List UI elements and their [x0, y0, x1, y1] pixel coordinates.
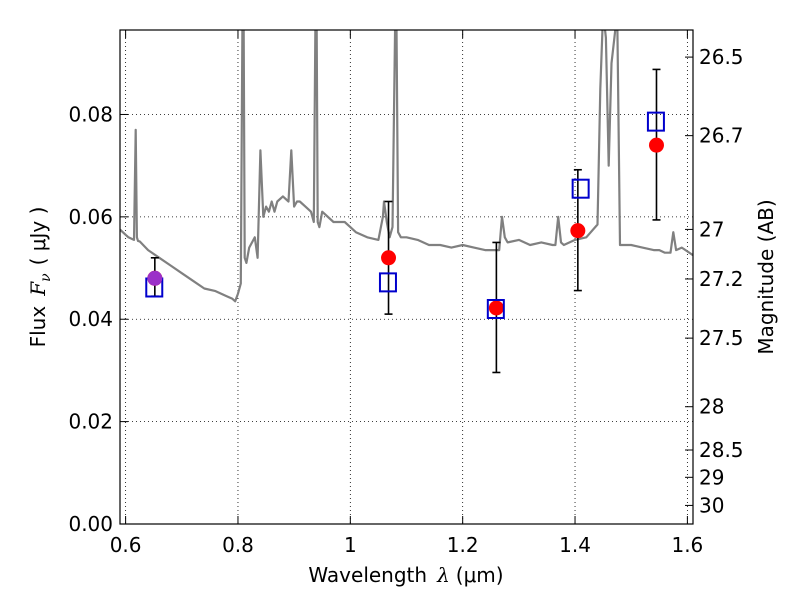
plot-frame: [119, 29, 694, 525]
y-axis-label: Flux Fν ( μJy ): [26, 207, 54, 348]
y2-tick-label: 26.7: [699, 124, 744, 148]
blue-model-square: [571, 178, 590, 199]
blue-model-square: [486, 298, 505, 319]
x-tick-label: 1.2: [447, 533, 479, 557]
red-data-point: [381, 250, 397, 266]
x-axis-label-symbol: λ: [436, 563, 450, 587]
y2-tick-label: 27.5: [699, 326, 744, 350]
y-axis-label-symbol-sub: ν: [38, 273, 54, 282]
x-tick-label: 1.6: [671, 533, 703, 557]
y2-tick-label: 28: [699, 395, 724, 419]
y-axis-label-symbol: F: [26, 281, 50, 297]
x-axis-label: Wavelength λ (μm): [308, 563, 503, 587]
y-axis-label-unit: ( μJy ): [26, 207, 50, 266]
plot-background: [120, 30, 693, 524]
y2-tick-label: 28.5: [699, 438, 744, 462]
x-axis-label-unit: (μm): [456, 563, 504, 587]
y2-tick-label: 29: [699, 465, 724, 489]
y-tick-label: 0.04: [68, 307, 113, 331]
y-tick-label: 0.02: [68, 410, 113, 434]
x-axis-label-text: Wavelength: [308, 563, 427, 587]
blue-model-square: [646, 111, 665, 132]
red-data-point: [488, 300, 504, 316]
ticks: 0.6 0.8 1 1.2 1.4 1.6 0.00 0.02 0.04 0.06 0.08 26.5…: [68, 30, 744, 557]
x-tick-label: 0.6: [110, 533, 142, 557]
y-tick-label: 0.08: [68, 102, 113, 126]
x-tick-label: 1.4: [559, 533, 591, 557]
y-tick-label: 0.06: [68, 205, 113, 229]
purple-data-point: [147, 270, 163, 286]
y-tick-label: 0.00: [68, 512, 113, 536]
y2-tick-label: 26.5: [699, 45, 744, 69]
y2-tick-label: 27.2: [699, 267, 744, 291]
y-axis-label-text: Flux: [26, 306, 50, 348]
y2-tick-label: 30: [699, 493, 724, 517]
spectrum-line: [120, 30, 693, 303]
x-tick-label: 0.8: [222, 533, 254, 557]
y2-tick-label: 27: [699, 217, 724, 241]
red-data-point: [570, 223, 586, 239]
x-tick-label: 1: [344, 533, 357, 557]
blue-model-square: [378, 272, 397, 293]
y2-axis-label: Magnitude (AB): [754, 199, 778, 354]
red-data-point: [648, 137, 664, 153]
data-layer: [120, 30, 693, 374]
